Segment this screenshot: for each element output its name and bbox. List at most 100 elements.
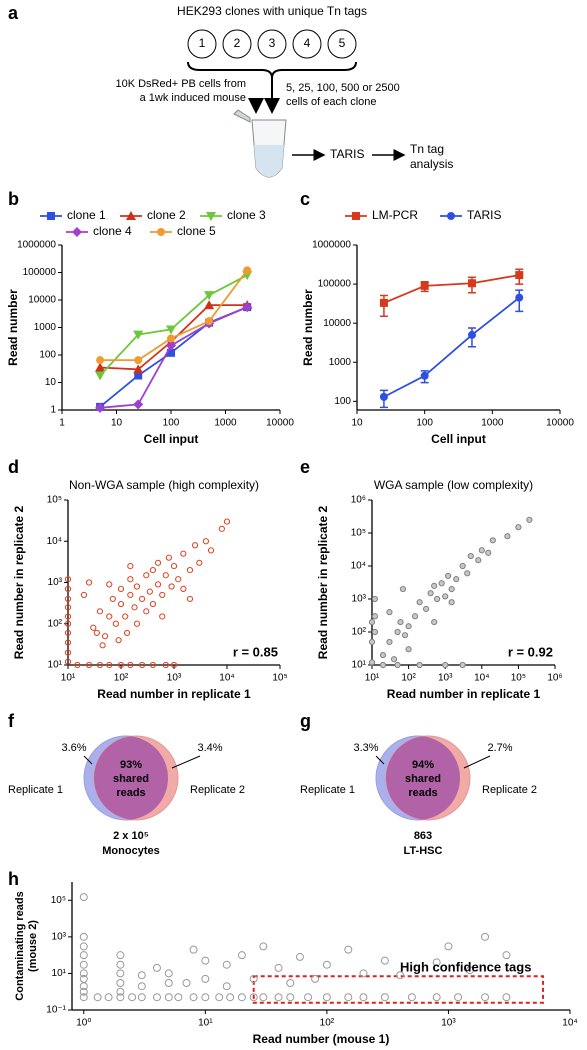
point	[165, 554, 172, 561]
point	[80, 591, 88, 599]
point	[453, 576, 460, 583]
point	[127, 562, 134, 570]
point	[379, 661, 387, 669]
venn-center: reads	[116, 787, 145, 799]
clone-circle	[187, 29, 217, 59]
marker	[167, 348, 175, 357]
point	[127, 661, 134, 669]
point	[196, 559, 203, 566]
tube-liquid	[254, 145, 284, 177]
point	[79, 951, 88, 960]
panel-label: c	[300, 189, 310, 209]
point	[226, 993, 235, 1002]
clone-circle	[292, 29, 322, 59]
marker	[204, 300, 215, 310]
point	[399, 585, 407, 593]
point	[202, 538, 210, 545]
panel-label: g	[300, 711, 311, 731]
pointer	[83, 755, 93, 765]
point	[201, 974, 210, 983]
point	[405, 623, 412, 630]
point	[180, 585, 187, 592]
y-tick-label: 100	[39, 350, 56, 361]
chart-title: WGA sample (low complexity)	[374, 478, 533, 492]
point	[115, 637, 122, 644]
point	[489, 537, 496, 544]
point	[79, 942, 88, 951]
point	[186, 566, 194, 574]
point	[459, 562, 466, 570]
venn-center: 94%	[412, 759, 434, 771]
venn-overlap	[94, 736, 168, 820]
point	[304, 993, 313, 1002]
clone-circle	[222, 29, 252, 59]
point	[379, 651, 387, 659]
y-tick-label: 1	[50, 405, 56, 416]
point	[164, 969, 173, 978]
x-tick-label: 10²	[320, 1018, 335, 1029]
x-tick-label: 10	[111, 418, 123, 429]
venn-name: Replicate 2	[482, 784, 537, 796]
y-axis-title: Read number	[6, 289, 20, 366]
point	[143, 608, 150, 615]
point	[504, 533, 511, 540]
pointer	[463, 755, 491, 769]
point	[96, 661, 104, 669]
step-label: analysis	[410, 157, 453, 171]
point	[79, 987, 88, 996]
y-axis-title: Read number	[301, 289, 315, 366]
point	[137, 982, 146, 991]
legend-label: clone 3	[227, 208, 266, 222]
point	[109, 595, 116, 603]
point	[222, 982, 231, 991]
marker	[166, 340, 176, 351]
point	[117, 585, 125, 592]
legend-marker	[206, 212, 216, 221]
venn-caption: Monocytes	[102, 845, 159, 857]
series-line	[99, 306, 248, 408]
legend-marker	[352, 212, 360, 220]
venn-pct: 3.3%	[353, 742, 378, 754]
series-line	[100, 306, 248, 409]
point	[123, 629, 131, 637]
x-tick-label: 10¹	[198, 1018, 213, 1029]
point	[64, 629, 72, 637]
x-tick-label: 10⁵	[511, 673, 526, 684]
x-tick-label: 10²	[401, 673, 416, 684]
legend-label: clone 5	[177, 224, 216, 238]
point	[371, 613, 378, 620]
y-tick-label: 1000	[34, 322, 57, 333]
point	[116, 960, 125, 969]
venn-center: shared	[113, 773, 149, 785]
point	[170, 562, 178, 570]
x-tick-label: 10⁴	[474, 673, 489, 684]
point	[133, 620, 141, 627]
marker	[420, 281, 429, 290]
point	[295, 952, 304, 961]
point	[154, 581, 162, 588]
point	[79, 974, 88, 983]
point	[380, 993, 389, 1002]
x-tick-label: 100	[163, 418, 180, 429]
x-axis-title: Cell input	[144, 432, 199, 446]
point	[162, 661, 169, 669]
point	[106, 581, 113, 588]
point	[371, 595, 378, 603]
y-tick-label: 10000	[28, 295, 56, 306]
point	[117, 661, 125, 669]
point	[237, 951, 246, 960]
point	[149, 661, 157, 669]
point	[64, 620, 72, 627]
series-line	[383, 296, 520, 398]
x-tick-label: 1000	[481, 418, 504, 429]
point	[464, 570, 471, 577]
point	[442, 661, 449, 669]
point	[137, 971, 146, 980]
point	[259, 993, 268, 1002]
venn-name: Replicate 1	[8, 784, 63, 796]
x-tick-label: 10⁶	[547, 673, 562, 684]
point	[174, 993, 183, 1002]
point	[191, 542, 199, 549]
y-tick-label: 10	[45, 377, 57, 388]
venn-pct: 3.4%	[197, 742, 222, 754]
